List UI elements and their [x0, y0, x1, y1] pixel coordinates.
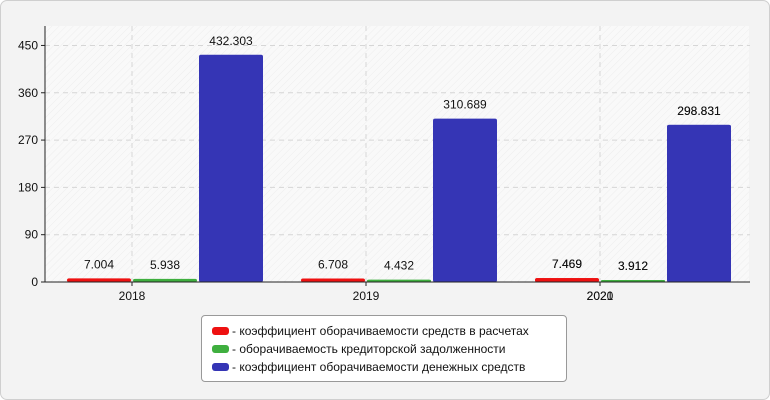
legend-label: - оборачиваемость кредиторской задолженн… [232, 342, 506, 356]
data-label: 432.303 [209, 34, 253, 48]
x-tick-label: 2019 [353, 289, 380, 303]
legend-item: - коэффициент оборачиваемости средств в … [212, 322, 556, 340]
data-label: 298.831 [677, 104, 721, 118]
x-tick-label: 2021 [587, 289, 614, 303]
y-tick-label: 360 [18, 86, 38, 100]
data-label: 7.469 [552, 257, 582, 271]
x-tick-label: 2020 [587, 289, 614, 303]
legend-swatch [212, 363, 229, 371]
data-label: 310.689 [443, 98, 487, 112]
y-tick-label: 180 [18, 180, 38, 194]
legend-label: - коэффициент оборачиваемости средств в … [232, 324, 529, 338]
y-tick-label: 0 [31, 275, 38, 289]
bar [301, 278, 365, 282]
data-label: 7.469 [552, 257, 582, 271]
bar [535, 278, 599, 282]
plot-area [45, 26, 749, 282]
data-label: 3.912 [618, 259, 648, 273]
bar [133, 278, 197, 282]
legend-item: - коэффициент оборачиваемости денежных с… [212, 358, 556, 376]
data-label: 5.938 [150, 258, 180, 272]
data-label: 298.831 [677, 104, 721, 118]
bar [433, 118, 497, 282]
bar [601, 279, 665, 282]
bar [199, 54, 263, 282]
legend-item: - оборачиваемость кредиторской задолженн… [212, 340, 556, 358]
legend-label: - коэффициент оборачиваемости денежных с… [232, 360, 526, 374]
legend: - коэффициент оборачиваемости средств в … [201, 315, 567, 382]
bar [667, 124, 731, 282]
legend-swatch [212, 345, 229, 353]
x-tick-label: 2018 [119, 289, 146, 303]
data-label: 7.004 [84, 257, 114, 271]
data-label: 4.432 [384, 259, 414, 273]
bar [367, 279, 431, 282]
data-label: 3.912 [618, 259, 648, 273]
legend-swatch [212, 327, 229, 335]
bar [67, 278, 131, 282]
data-label: 6.708 [318, 257, 348, 271]
y-tick-label: 90 [25, 228, 39, 242]
y-tick-label: 450 [18, 38, 38, 52]
y-tick-label: 270 [18, 133, 38, 147]
